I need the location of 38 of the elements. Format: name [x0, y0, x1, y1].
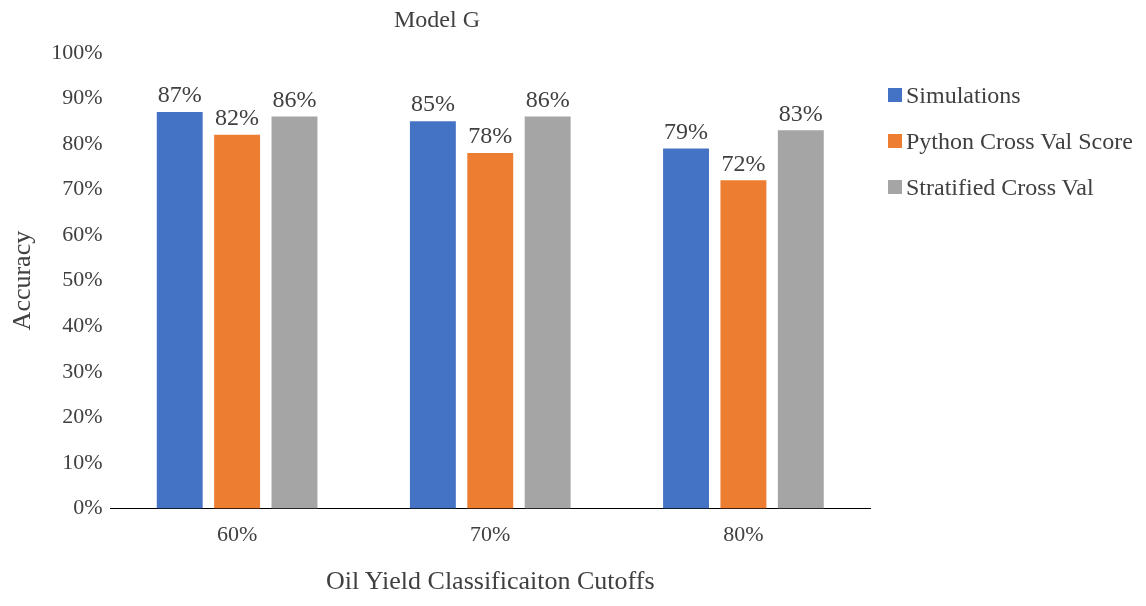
- x-tick-label: 60%: [216, 521, 258, 547]
- data-label: 82%: [215, 104, 260, 131]
- data-label: 83%: [778, 99, 823, 126]
- legend-label: Stratified Cross Val: [906, 173, 1094, 202]
- data-label: 86%: [272, 85, 317, 112]
- bar: [409, 121, 456, 509]
- x-tick-label: 70%: [470, 521, 511, 547]
- bar: [467, 153, 514, 509]
- bar: [271, 116, 318, 509]
- y-tick-label: 90%: [62, 84, 103, 110]
- x-tick-label: 80%: [723, 521, 764, 547]
- data-label: 79%: [664, 117, 709, 144]
- y-tick-label: 30%: [62, 357, 103, 383]
- chart-title: Model G: [394, 5, 480, 32]
- data-label: 87%: [157, 81, 202, 108]
- bar: [214, 134, 261, 509]
- y-tick-label: 40%: [62, 311, 103, 337]
- legend-label: Simulations: [906, 81, 1021, 110]
- y-tick-label: 0%: [73, 494, 103, 520]
- data-label: 85%: [410, 90, 455, 117]
- data-label: 86%: [525, 85, 570, 112]
- y-tick-label: 60%: [62, 220, 103, 246]
- legend-label: Python Cross Val Score: [906, 127, 1133, 156]
- bar: [524, 116, 571, 509]
- bar: [720, 180, 767, 509]
- data-label: 78%: [468, 122, 513, 149]
- bar: [663, 148, 709, 509]
- y-axis-title: Accuracy: [7, 230, 37, 331]
- y-tick-label: 10%: [62, 448, 103, 474]
- x-axis-title: Oil Yield Classificaiton Cutoffs: [325, 566, 655, 596]
- y-tick-label: 100%: [51, 38, 103, 64]
- y-tick-label: 70%: [62, 175, 103, 201]
- y-tick-label: 20%: [62, 403, 103, 429]
- y-tick-label: 80%: [62, 129, 103, 155]
- data-label: 72%: [721, 149, 766, 176]
- bar: [777, 130, 824, 509]
- bar: [156, 112, 203, 509]
- y-tick-label: 50%: [62, 266, 103, 292]
